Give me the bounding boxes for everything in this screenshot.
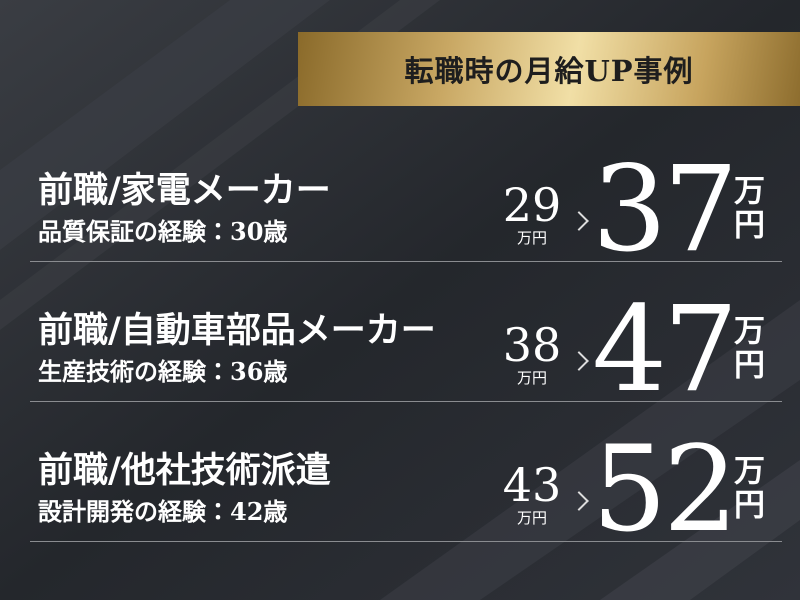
case-detail: 設計開発の経験：42歳 [38, 497, 288, 526]
case-row: 前職/家電メーカー 品質保証の経験：30歳 29 万円 37 万円 [0, 140, 800, 280]
separator [30, 401, 782, 402]
salary-after-unit: 万円 [728, 314, 764, 382]
salary-after: 47 [592, 280, 738, 418]
salary-after-unit: 万円 [728, 174, 764, 242]
separator [30, 541, 782, 542]
previous-job: 前職/家電メーカー [38, 170, 331, 211]
title: 転職時の月給UP事例 [404, 54, 694, 88]
arrow-icon [569, 351, 589, 371]
case-row: 前職/他社技術派遣 設計開発の経験：42歳 43 万円 52 万円 [0, 420, 800, 560]
previous-job: 前職/他社技術派遣 [38, 450, 331, 491]
case-detail: 生産技術の経験：36歳 [38, 357, 288, 386]
salary-after-unit: 万円 [728, 454, 764, 522]
salary-before-unit: 万円 [516, 509, 547, 527]
case-detail: 品質保証の経験：30歳 [38, 217, 288, 246]
salary-before-unit: 万円 [516, 369, 547, 387]
separator [30, 261, 782, 262]
arrow-icon [569, 491, 589, 511]
salary-before: 43 [502, 458, 562, 512]
previous-job: 前職/自動車部品メーカー [38, 310, 436, 351]
salary-before-unit: 万円 [516, 229, 547, 247]
salary-after: 52 [592, 420, 738, 558]
salary-after: 37 [592, 140, 738, 278]
salary-before: 29 [502, 178, 562, 232]
arrow-icon [569, 211, 589, 231]
title-banner: 転職時の月給UP事例 [298, 32, 800, 106]
case-row: 前職/自動車部品メーカー 生産技術の経験：36歳 38 万円 47 万円 [0, 280, 800, 420]
salary-before: 38 [502, 318, 562, 372]
